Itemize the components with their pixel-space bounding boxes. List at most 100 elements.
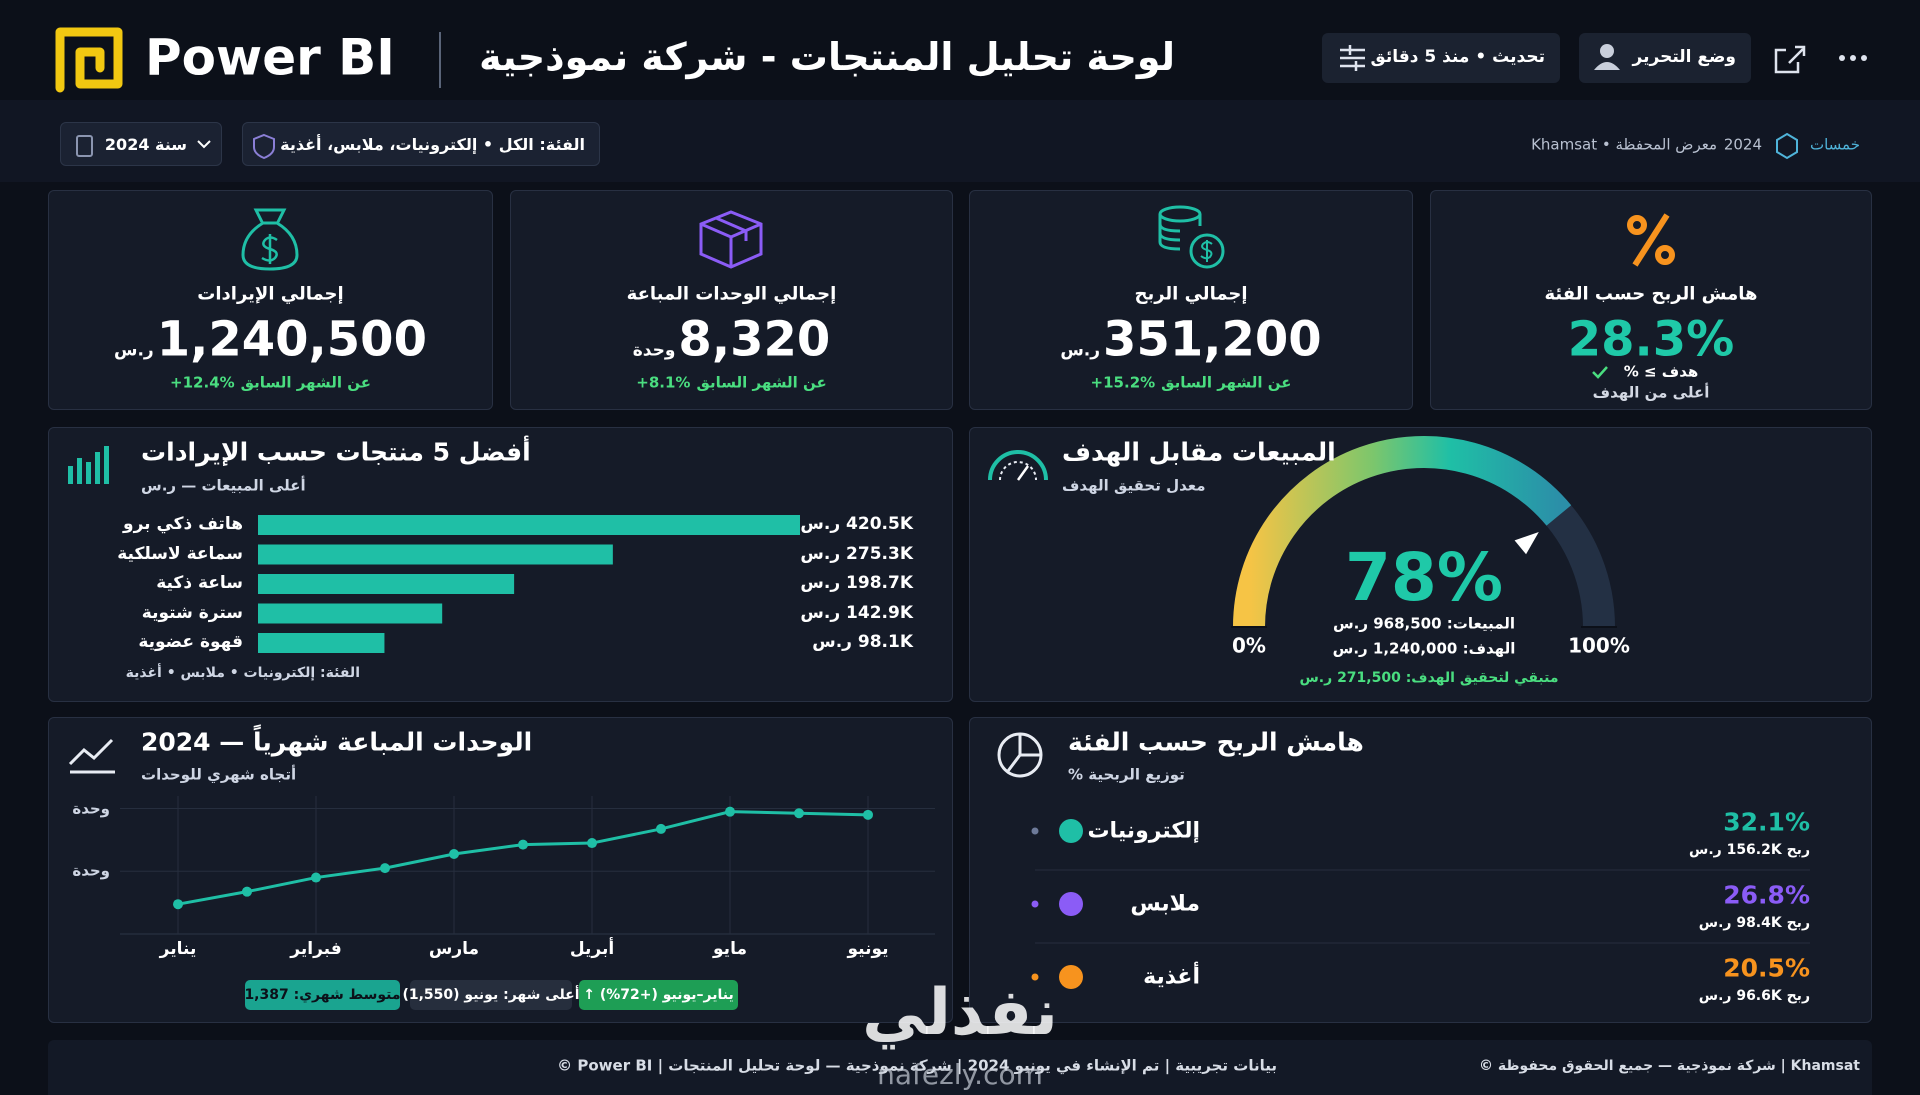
icon-part — [253, 133, 275, 160]
kpi-change-row: +8.1% عن الشهر السابق — [636, 373, 826, 392]
trend-icon — [68, 738, 115, 774]
bar — [258, 633, 385, 653]
icon-part — [1774, 45, 1806, 74]
small-dot — [1031, 973, 1039, 981]
icon-part — [77, 458, 82, 484]
kpi-status: أعلى من الهدف — [1592, 383, 1710, 402]
check-icon — [1592, 366, 1608, 379]
bar-value-label: 98.1K ر.س — [812, 632, 913, 653]
kpi-unit: ر.س — [1060, 340, 1101, 361]
category-dot — [1059, 892, 1083, 916]
kpi-value-row: وحدة 8,320 — [633, 312, 831, 367]
bar-note: الفئة: إلكترونيات • ملابس • أغذية — [125, 664, 360, 681]
source-brand: خمسات — [1809, 135, 1860, 154]
category-filter — [242, 122, 600, 166]
year-filter-label: سنة 2024 — [104, 134, 187, 154]
gauge-sales: المبيعات: 968,500 ر.س — [1332, 614, 1516, 633]
category-name: ملابس — [1130, 891, 1200, 917]
bar-category: سترة شتوية — [141, 602, 243, 623]
kpi-change-text: عن الشهر السابق — [1161, 373, 1292, 392]
dashboard-title: لوحة تحليل المنتجات - شركة نموذجية — [479, 35, 1175, 80]
kpi-value: 8,320 — [678, 311, 831, 368]
icon-part — [699, 210, 763, 269]
gauge-pointer — [1514, 532, 1539, 555]
kpi-unit: ر.س — [114, 340, 154, 361]
logo — [55, 27, 123, 93]
icon-part — [999, 461, 1037, 481]
more-icon — [1839, 55, 1867, 61]
icon-part — [95, 452, 100, 484]
gauge-value-arc — [1233, 436, 1572, 628]
kpi-title: إجمالي الوحدات المباعة — [626, 283, 837, 305]
point — [242, 886, 252, 897]
kpi-card — [969, 190, 1413, 410]
x-tick-label: فبراير — [290, 939, 342, 960]
kpi-card — [510, 190, 953, 410]
panel-subtitle: توزيع الربحية % — [1068, 765, 1185, 784]
user-icon — [1594, 44, 1620, 70]
bar-category: قهوة عضوية — [138, 632, 243, 653]
category-dot — [1059, 965, 1083, 989]
x-tick-label: يناير — [159, 939, 197, 960]
kpi-value: 351,200 — [1103, 311, 1322, 368]
icon-part — [1189, 233, 1225, 269]
point — [587, 838, 597, 849]
x-tick-label: مارس — [428, 939, 480, 960]
panel-subtitle: أتجاه شهري للوحدات — [141, 765, 297, 784]
panel-title: الوحدات المباعة شهرياً — 2024 — [141, 727, 533, 757]
gauge-tick-label: 0% — [1232, 633, 1266, 658]
kpi-change: +8.1% — [636, 373, 691, 392]
kpi-title: إجمالي الربح — [1134, 283, 1248, 305]
gauge-remaining: متبقي لتحقيق الهدف: 271,500 ر.س — [1299, 669, 1559, 686]
refresh-label: تحديث • منذ 5 دقائق — [1370, 47, 1545, 68]
icon-part — [1632, 213, 1670, 267]
watermark-name: نفذلي — [862, 976, 1058, 1051]
icon-part — [1592, 366, 1608, 379]
source-year: 2024 — [1723, 135, 1762, 154]
icon-part — [76, 135, 93, 157]
icon-part — [1158, 214, 1202, 251]
x-tick-label: أبريل — [569, 939, 615, 960]
point — [518, 839, 528, 850]
icon-part — [1200, 240, 1213, 262]
watermark-url: nafezly.com — [877, 1057, 1043, 1091]
bars-icon — [68, 446, 109, 484]
brand: Power BI — [145, 28, 395, 87]
source: معرض المحفظة • Khamsat — [1531, 135, 1717, 154]
badge — [245, 980, 400, 1010]
icon-part — [68, 466, 73, 484]
y-tick-label: وحدة — [72, 861, 110, 880]
icon-part — [1627, 215, 1647, 235]
badge-label: يناير–يونيو (+72%) ↑ — [583, 986, 734, 1003]
gauge-tick-label: 100% — [1568, 633, 1630, 658]
footer-bar — [48, 1040, 1872, 1095]
icon-part — [1158, 205, 1202, 223]
icon-part — [988, 450, 1048, 481]
badge — [410, 980, 572, 1010]
kpi-value-row: ر.س 351,200 — [1060, 312, 1321, 367]
kpi-icon — [241, 208, 299, 271]
icon-part — [1340, 45, 1365, 71]
icon-part — [1006, 734, 1041, 772]
point — [794, 808, 804, 819]
panel-subtitle: أعلى المبيعات — ر.س — [141, 476, 306, 495]
bar-value-label: 142.9K ر.س — [800, 602, 913, 623]
bar-category: سماعة لاسلكية — [117, 543, 243, 564]
footer-right: Khamsat | شركة نموذجية — جميع الحقوق محف… — [1479, 1057, 1860, 1074]
small-dot — [1031, 827, 1039, 835]
footer-left: بيانات تجريبية | تم الإنشاء في يونيو 202… — [557, 1056, 1277, 1075]
icon-part — [1594, 62, 1620, 70]
kpi-card — [48, 190, 493, 410]
point — [311, 872, 321, 883]
point — [725, 806, 735, 817]
category-margin: 32.1% — [1723, 807, 1810, 837]
icon-part — [68, 446, 109, 484]
point — [656, 823, 666, 834]
refresh-icon — [1340, 45, 1365, 71]
icon-part — [241, 208, 299, 271]
kpi-icon — [1627, 213, 1675, 267]
icon-part — [1016, 465, 1030, 481]
bar-value-label: 420.5K ر.س — [800, 514, 913, 535]
badge-label: أعلى شهر: يونيو (1,550) — [402, 986, 580, 1003]
share-icon — [1774, 45, 1806, 74]
